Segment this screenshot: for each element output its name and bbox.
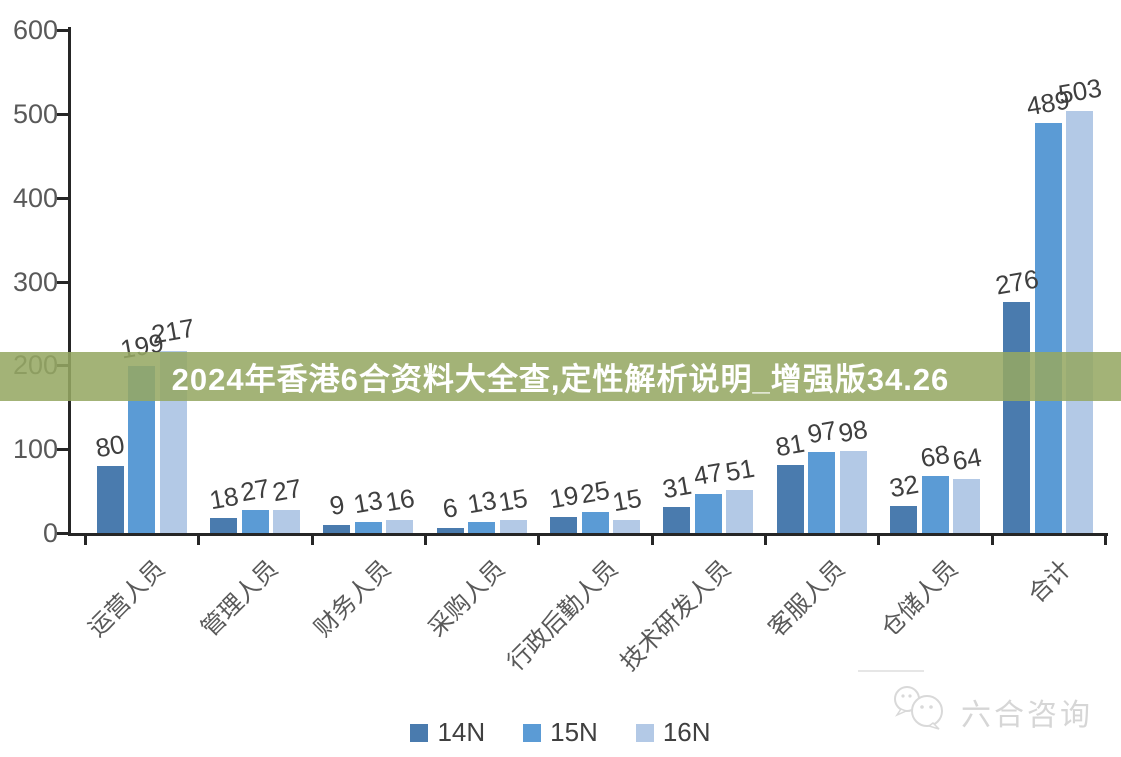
y-axis-tick: [57, 532, 68, 535]
x-axis-tick: [424, 533, 427, 545]
bar-14N: [663, 507, 691, 533]
bar-14N: [436, 527, 464, 533]
y-axis-tick-label: 0: [42, 518, 58, 548]
y-axis-line: [68, 27, 71, 536]
title-banner: 2024年香港6合资料大全查,定性解析说明_增强版34.26: [0, 352, 1121, 401]
bar-14N: [323, 525, 351, 533]
watermark: 六合咨询: [889, 684, 1093, 739]
wechat-chat-bubbles-icon: [889, 684, 951, 739]
x-axis-tick: [764, 533, 767, 545]
legend-item-16N: 16N: [635, 717, 711, 748]
legend-item-15N: 15N: [523, 717, 598, 748]
y-axis-tick-label: 600: [12, 15, 58, 45]
x-axis-tick: [1104, 533, 1107, 545]
legend-label-15N: 15N: [550, 717, 598, 747]
bar-16N: [499, 520, 527, 533]
x-axis-tick: [990, 533, 994, 545]
legend-label-16N: 16N: [662, 717, 711, 747]
bar-14N: [890, 506, 917, 533]
y-axis-tick-label: 500: [12, 98, 58, 129]
bar-15N: [354, 522, 382, 533]
bar-14N: [96, 465, 124, 533]
bar-16N: [839, 450, 867, 533]
watermark-divider: [858, 670, 924, 672]
legend-swatch-16N: [635, 723, 654, 742]
bar-16N: [273, 510, 300, 533]
bar-15N: [921, 475, 949, 533]
x-axis-line: [68, 533, 1108, 536]
bar-16N: [726, 490, 754, 533]
y-axis-tick-label: 300: [12, 266, 58, 297]
legend-item-14N: 14N: [410, 717, 485, 748]
y-axis-tick: [57, 280, 68, 284]
bar-15N: [808, 451, 836, 533]
bar-14N: [210, 517, 237, 533]
bar-15N: [468, 522, 496, 533]
x-axis-tick: [310, 533, 314, 545]
y-axis-tick: [57, 196, 68, 200]
y-axis-tick-label: 100: [12, 434, 58, 465]
x-axis-tick: [537, 533, 541, 545]
legend-label-14N: 14N: [437, 717, 486, 747]
bar-16N: [953, 479, 980, 533]
bar-14N: [550, 517, 577, 533]
watermark-text: 六合咨询: [961, 698, 1093, 732]
bar-16N: [386, 519, 414, 533]
bar-14N: [1003, 301, 1031, 533]
banner-title: 2024年香港6合资料大全查,定性解析说明_增强版34.26: [171, 362, 950, 397]
bar-16N: [613, 520, 640, 533]
legend-swatch-15N: [523, 723, 542, 742]
x-axis-tick: [877, 533, 881, 545]
bar-16N: [1066, 111, 1094, 533]
bar-value-label: 503: [1055, 72, 1104, 110]
bar-15N: [581, 512, 609, 533]
y-axis-tick: [57, 29, 68, 32]
bar-15N: [694, 493, 722, 533]
y-axis-tick: [57, 112, 68, 116]
bar-15N: [1034, 123, 1062, 533]
legend-swatch-14N: [410, 723, 429, 742]
bar-15N: [241, 510, 269, 533]
y-axis-tick: [57, 448, 68, 452]
x-axis-tick: [197, 533, 201, 545]
y-axis-tick-label: 400: [12, 182, 58, 213]
bar-14N: [776, 465, 804, 533]
x-axis-tick: [84, 533, 87, 545]
x-axis-tick: [650, 533, 654, 545]
legend: 14N 15N 16N: [0, 717, 1121, 748]
bar-value-label: 217: [149, 312, 198, 350]
